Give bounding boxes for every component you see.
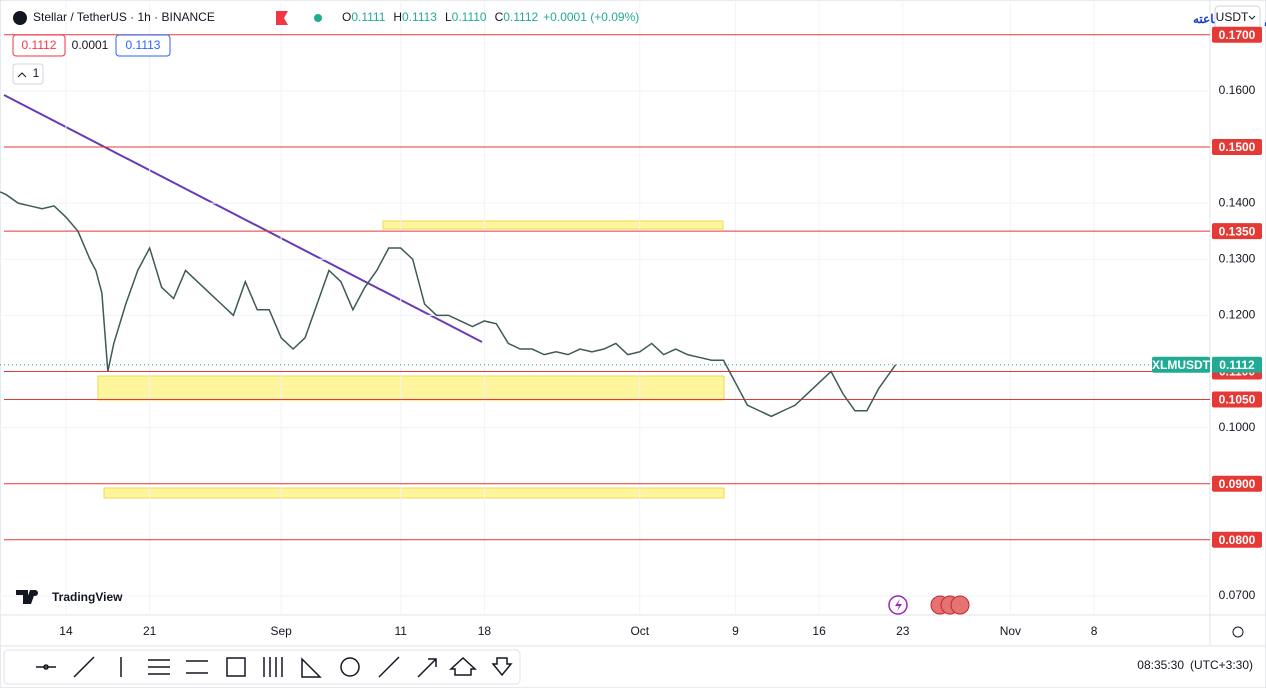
y-tick-label: 0.1400: [1219, 195, 1256, 209]
x-tick-label: Oct: [630, 624, 649, 638]
ohlc-label: C: [495, 10, 504, 24]
ohlc-label: L: [445, 10, 452, 24]
ohlc-label: O: [342, 10, 351, 24]
tool-ray[interactable]: [378, 656, 400, 678]
x-tick-label: Sep: [270, 624, 292, 638]
tool-fib[interactable]: [186, 660, 208, 674]
level-label-box: [1212, 391, 1262, 408]
y-tick-label: 0.1200: [1219, 308, 1256, 322]
tool-arrow-down[interactable]: [491, 657, 513, 677]
tool-arrow[interactable]: [417, 658, 437, 678]
level-label-box: [1212, 26, 1262, 43]
drawing-toolbar: [3, 649, 521, 685]
zone: [382, 220, 724, 230]
ohlc-value: 0.1112: [503, 10, 538, 24]
level-label: 0.1350: [1219, 224, 1256, 238]
x-tick-label: 11: [394, 624, 407, 638]
chevron: [1248, 15, 1256, 20]
ask[interactable]: 0.1113: [126, 38, 161, 52]
level-label: 0.0900: [1219, 477, 1256, 491]
symbol-icon: [13, 11, 27, 25]
ohlc-value: 0.1113: [402, 10, 437, 24]
level-label: 0.1700: [1219, 28, 1256, 42]
zone: [97, 375, 725, 401]
tool-triangle[interactable]: [301, 657, 322, 678]
y-tick-label: 0.1300: [1219, 251, 1256, 265]
flag-icon[interactable]: [276, 11, 288, 25]
last-price-box: [1212, 356, 1262, 373]
tool-rectangle[interactable]: [226, 657, 246, 677]
ohlc-change: +0.0001 (+0.09%): [543, 10, 639, 24]
symbol-label: XLMUSDT: [1152, 358, 1211, 372]
level-label-box: [1212, 531, 1262, 548]
y-tick-label: 0.1000: [1219, 420, 1256, 434]
tool-channel[interactable]: [148, 659, 170, 675]
spread: 0.0001: [72, 38, 109, 52]
level-label-box: [1212, 139, 1262, 156]
bid[interactable]: 0.1112: [22, 38, 57, 52]
level-label: 0.0800: [1219, 533, 1256, 547]
x-tick-label: 16: [812, 624, 826, 638]
level-label-box: [1212, 223, 1262, 240]
zone: [103, 487, 725, 499]
logo: TradingView: [52, 590, 123, 604]
ohlc-label: H: [393, 10, 402, 24]
ask-box[interactable]: [115, 34, 171, 57]
tool-horizontal-ray[interactable]: [36, 664, 56, 670]
x-tick-label: Nov: [1000, 624, 1021, 638]
tool-trend[interactable]: [73, 656, 95, 678]
y-tick-label: 0.0700: [1219, 588, 1256, 602]
clock: 08:35:30: [1137, 658, 1184, 672]
indicator-toggle[interactable]: [12, 63, 44, 85]
event-icon: [895, 599, 902, 611]
trend-line: [3, 94, 483, 343]
symbol-label-box: [1152, 356, 1210, 373]
x-tick-label: 23: [896, 624, 910, 638]
y-tick-label: 0.1600: [1219, 83, 1256, 97]
bid-box[interactable]: [12, 34, 66, 57]
ohlc-value: 0.1110: [452, 10, 487, 24]
tool-circle[interactable]: [340, 657, 360, 677]
indicator-count[interactable]: 1: [33, 66, 40, 80]
level-label-box: [1212, 475, 1262, 492]
logo-icon: [16, 590, 36, 604]
x-tick-label: 18: [478, 624, 492, 638]
price-line: [0, 191, 897, 418]
event-icon[interactable]: [888, 595, 908, 615]
chevron: [17, 72, 27, 78]
x-tick-label: 9: [732, 624, 739, 638]
ohlc-value: 0.1111: [351, 10, 385, 24]
symbol[interactable]: Stellar / TetherUS · 1h · BINANCE: [33, 10, 215, 24]
economic-events[interactable]: [930, 595, 970, 615]
ohlc: O0.1111 H0.1113 L0.1110 C0.1112 +0.0001 (+0.…: [342, 10, 639, 24]
tool-arrow-up[interactable]: [449, 656, 477, 676]
level-label: 0.1500: [1219, 140, 1256, 154]
tool-pitchfork[interactable]: [263, 657, 283, 677]
status-dot: [314, 14, 322, 22]
level-label: 0.1050: [1219, 393, 1256, 407]
x-tick-label: 21: [143, 624, 157, 638]
logo-icon: [32, 590, 38, 596]
last-price-label: 0.1112: [1219, 358, 1255, 372]
x-tick-label: 14: [59, 624, 73, 638]
settings-icon[interactable]: [1232, 626, 1244, 638]
timezone[interactable]: (UTC+3:30): [1190, 658, 1253, 672]
x-tick-label: 8: [1091, 624, 1098, 638]
currency[interactable]: USDT: [1216, 10, 1249, 24]
